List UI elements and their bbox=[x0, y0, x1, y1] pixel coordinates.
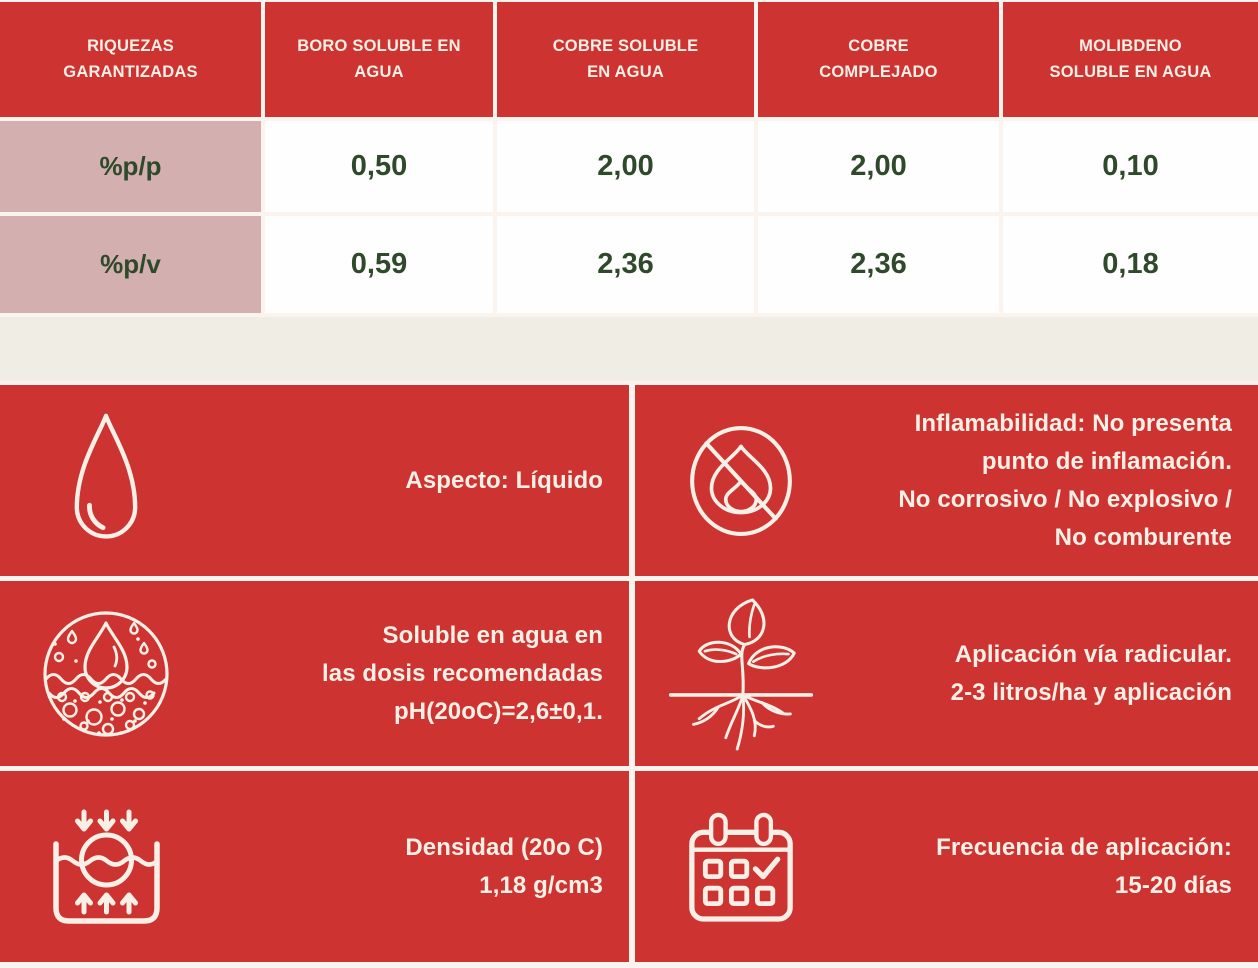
card-line: No corrosivo / No explosivo / bbox=[898, 485, 1232, 513]
column-header-cobre-soluble: COBRE SOLUBLE EN AGUA bbox=[497, 2, 754, 117]
card-line: Inflamabilidad: No presenta bbox=[914, 409, 1232, 437]
root-application-icon bbox=[668, 597, 814, 750]
card-inflamabilidad: Inflamabilidad: No presenta punto de inf… bbox=[635, 385, 1258, 576]
water-drop-icon bbox=[74, 413, 138, 539]
table-cell: 0,59 bbox=[265, 216, 493, 313]
card-line: 15-20 días bbox=[1114, 871, 1232, 899]
card-aspecto: Aspecto: Líquido bbox=[0, 385, 629, 576]
property-cards: Aspecto: Líquido Inflamabilidad: No pres… bbox=[0, 385, 1258, 962]
card-frecuencia: Frecuencia de aplicación: 15-20 días bbox=[635, 771, 1258, 962]
card-line: Densidad (20o C) bbox=[405, 833, 603, 861]
column-header-molibdeno: MOLIBDENO SOLUBLE EN AGUA bbox=[1003, 2, 1258, 117]
card-densidad: Densidad (20o C) 1,18 g/cm3 bbox=[0, 771, 629, 962]
card-line: Aplicación vía radicular. bbox=[954, 640, 1232, 668]
card-line: pH(20oC)=2,6±0,1. bbox=[394, 697, 603, 725]
solubility-icon bbox=[43, 610, 169, 737]
card-line: Frecuencia de aplicación: bbox=[936, 833, 1232, 861]
column-header-cobre-complejado: COBRE COMPLEJADO bbox=[758, 2, 999, 117]
column-header-riquezas: RIQUEZAS GARANTIZADAS bbox=[0, 2, 261, 117]
calendar-icon bbox=[689, 812, 793, 922]
card-line: 1,18 g/cm3 bbox=[479, 871, 603, 899]
row-label-pv: %p/v bbox=[0, 216, 261, 313]
card-line: punto de inflamación. bbox=[981, 447, 1232, 475]
card-line: las dosis recomendadas bbox=[322, 659, 603, 687]
table-cell: 0,18 bbox=[1003, 216, 1258, 313]
table-cell: 0,50 bbox=[265, 121, 493, 212]
spacer-band bbox=[0, 317, 1258, 381]
column-header-boro: BORO SOLUBLE EN AGUA bbox=[265, 2, 493, 117]
no-flame-icon bbox=[690, 425, 792, 536]
card-line: Aspecto: Líquido bbox=[405, 466, 603, 494]
density-icon bbox=[52, 809, 160, 924]
table-cell: 2,00 bbox=[497, 121, 754, 212]
card-aplicacion-radicular: Aplicación vía radicular. 2-3 litros/ha … bbox=[635, 581, 1258, 766]
card-line: No comburente bbox=[1054, 523, 1232, 551]
card-solubilidad: Soluble en agua en las dosis recomendada… bbox=[0, 581, 629, 766]
card-line: Soluble en agua en bbox=[382, 621, 603, 649]
table-cell: 0,10 bbox=[1003, 121, 1258, 212]
table-cell: 2,36 bbox=[758, 216, 999, 313]
table-cell: 2,36 bbox=[497, 216, 754, 313]
table-cell: 2,00 bbox=[758, 121, 999, 212]
riquezas-table: RIQUEZAS GARANTIZADAS BORO SOLUBLE EN AG… bbox=[0, 2, 1258, 313]
card-line: 2-3 litros/ha y aplicación bbox=[950, 678, 1232, 706]
row-label-pp: %p/p bbox=[0, 121, 261, 212]
